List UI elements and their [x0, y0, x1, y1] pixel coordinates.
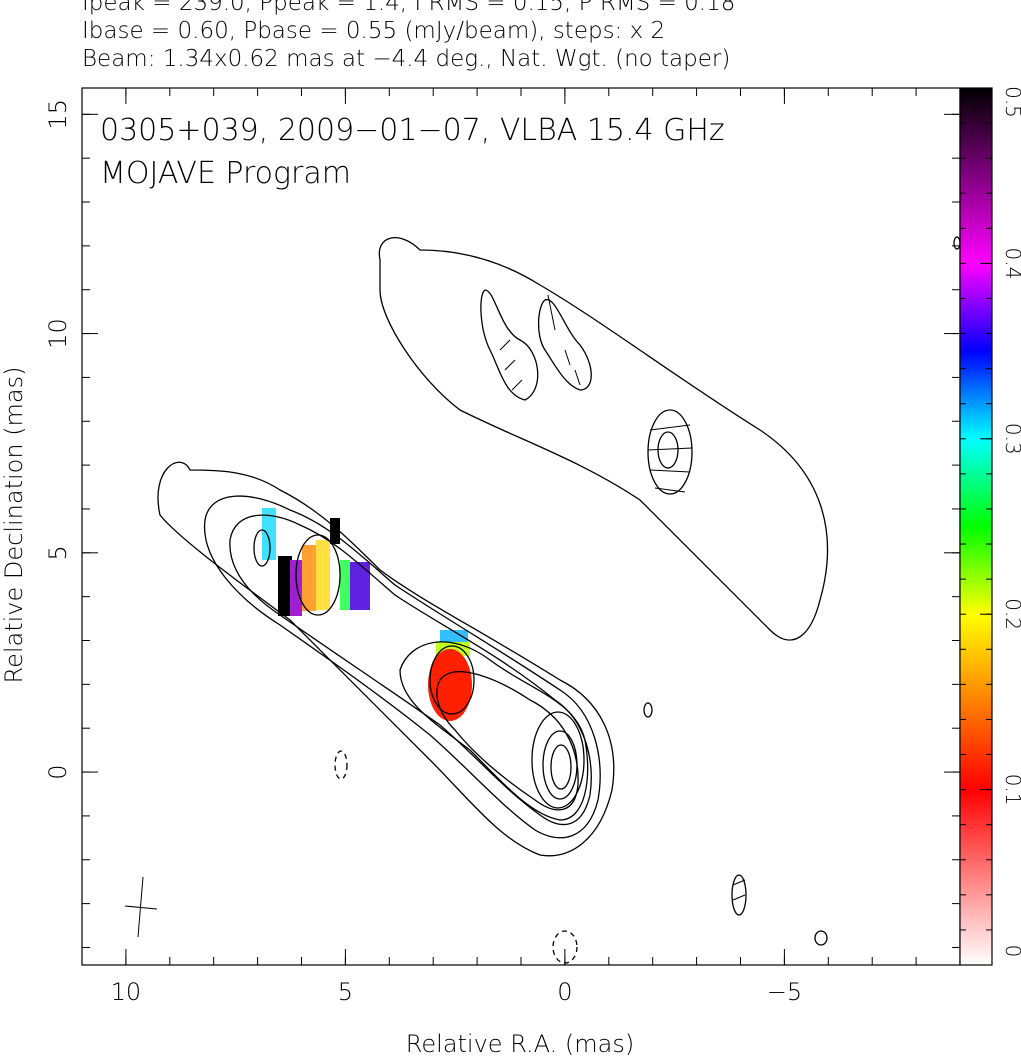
y-tick-label: 10: [44, 318, 72, 349]
header-line: Ipeak = 239.0, Ppeak = 1.4, I RMS = 0.15…: [82, 0, 735, 16]
contours: [157, 236, 961, 964]
colorbar-tick-label: 0.3: [1001, 423, 1021, 455]
y-tick-label: 5: [44, 545, 72, 560]
polarization-image: [262, 508, 472, 721]
colorbar: [959, 87, 993, 966]
x-tick-label: −5: [767, 978, 802, 1006]
y-tick-label: 0: [44, 764, 72, 779]
beam-cross: [124, 876, 158, 938]
chart-title: 0305+039, 2009−01−07, VLBA 15.4 GHz: [100, 113, 725, 148]
colorbar-tick-label: 0.1: [1001, 774, 1021, 806]
y-axis-label: Relative Declination (mas): [0, 366, 28, 683]
colorbar-tick-label: 0.5: [1001, 86, 1021, 118]
plot-frame: [81, 87, 961, 966]
colorbar-tick-label: 0.2: [1001, 598, 1021, 630]
x-axis-label: Relative R.A. (mas): [406, 1030, 634, 1058]
x-tick-label: 5: [338, 978, 353, 1006]
x-tick-label: 0: [557, 978, 572, 1006]
x-tick-label: 10: [111, 978, 142, 1006]
colorbar-tick-label: 0.4: [1001, 247, 1021, 279]
colorbar-tick-label: 0: [1001, 945, 1021, 958]
polarization-vectors: [499, 294, 746, 901]
chart-subtitle: MOJAVE Program: [100, 156, 351, 191]
y-tick-label: 15: [44, 99, 72, 130]
header-line: Ibase = 0.60, Pbase = 0.55 (mJy/beam), s…: [82, 18, 665, 44]
header-line: Beam: 1.34x0.62 mas at −4.4 deg., Nat. W…: [82, 46, 730, 72]
